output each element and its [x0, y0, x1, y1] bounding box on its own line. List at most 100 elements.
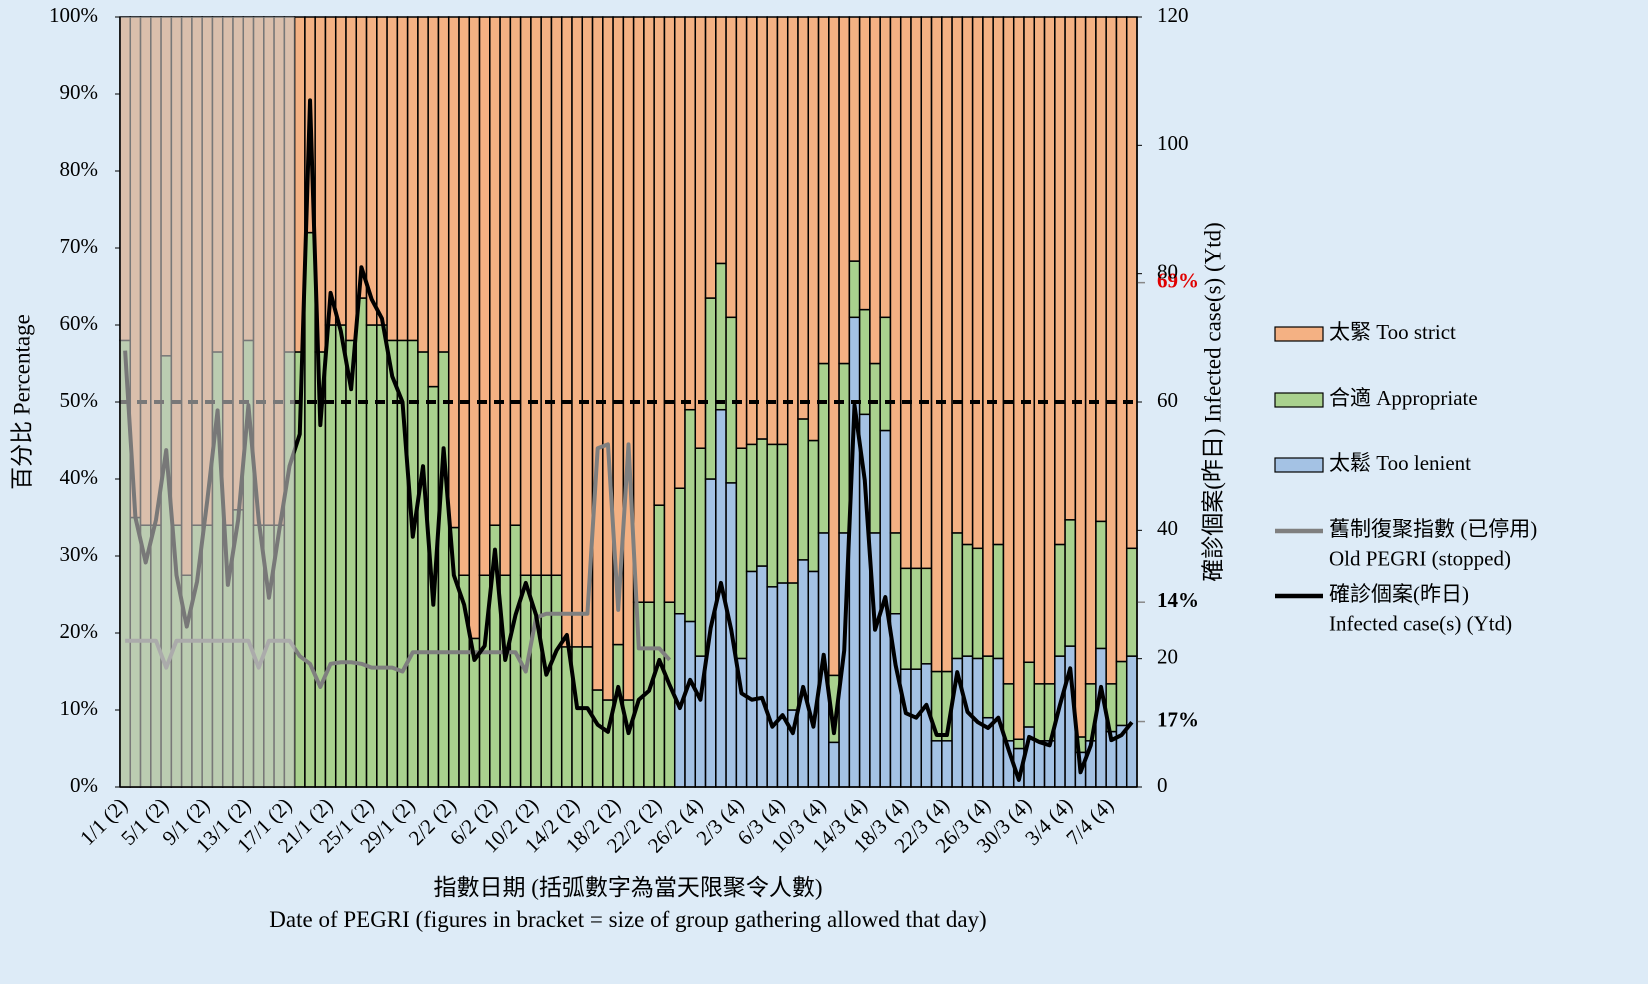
y-axis-title: 百分比 Percentage	[9, 314, 34, 490]
y-tick-label: 30%	[60, 542, 99, 566]
bar-segment	[386, 16, 399, 342]
bar-segment	[858, 16, 871, 311]
bar-segment	[889, 16, 902, 534]
y2-tick-label: 20	[1157, 644, 1178, 668]
bar-segment	[1105, 16, 1118, 685]
bar-segment	[550, 16, 563, 576]
legend-swatch	[1274, 457, 1324, 473]
bar-segment	[899, 16, 912, 570]
bar-segment	[396, 16, 409, 342]
bar-segment	[838, 362, 851, 534]
bar-segment	[889, 532, 902, 615]
bar-segment	[971, 547, 984, 660]
bar-segment	[828, 741, 840, 788]
bar-segment	[756, 438, 768, 567]
bar-segment	[437, 351, 450, 788]
bar-segment	[951, 16, 964, 534]
bar-segment	[509, 16, 522, 526]
bar-segment	[1012, 738, 1025, 750]
bar-segment	[1033, 16, 1046, 685]
bar-segment	[766, 16, 779, 446]
bar-segment	[910, 668, 923, 788]
bar-segment	[910, 16, 923, 570]
bar-segment	[673, 16, 686, 489]
bar-segment	[1054, 543, 1066, 657]
bar-segment	[807, 570, 820, 788]
bar-segment	[930, 740, 943, 788]
bar-segment	[1033, 740, 1046, 788]
bar-segment	[489, 16, 501, 526]
bar-segment	[334, 16, 347, 326]
bar-segment	[951, 532, 964, 660]
legend-swatch	[1274, 392, 1324, 408]
bar-segment	[1115, 660, 1128, 727]
bar-segment	[519, 574, 532, 788]
end-label: 69%	[1157, 268, 1199, 292]
bar-segment	[982, 16, 994, 657]
bar-segment	[797, 16, 810, 420]
bar-segment	[334, 324, 347, 788]
bar-segment	[776, 582, 789, 788]
bar-segment	[961, 543, 974, 657]
bar-segment	[1064, 16, 1077, 521]
y-tick-label: 20%	[60, 619, 99, 643]
y2-axis-title: 確診個案(昨日) Infected case(s) (Ytd)	[1200, 222, 1225, 582]
bar-segment	[643, 16, 655, 603]
bar-segment	[1043, 16, 1056, 685]
bar-segment	[550, 574, 563, 788]
bar-segment	[869, 362, 881, 534]
y-tick-label: 40%	[60, 465, 99, 489]
bar-segment	[899, 567, 912, 670]
bar-segment	[571, 646, 584, 788]
bar-segment	[386, 339, 399, 788]
bar-segment	[1084, 16, 1097, 685]
y-tick-label: 70%	[60, 234, 99, 258]
end-label: 17%	[1157, 707, 1199, 731]
bar-segment	[1002, 16, 1015, 685]
bar-segment	[930, 16, 943, 673]
y-tick-label: 60%	[60, 311, 99, 335]
bar-segment	[1125, 16, 1138, 550]
bar-segment	[869, 16, 881, 365]
bar-segment	[694, 447, 707, 657]
bar-segment	[622, 16, 635, 701]
bar-segment	[406, 339, 419, 788]
y2-tick-label: 120	[1157, 3, 1189, 27]
bar-segment	[756, 565, 768, 788]
bar-segment	[828, 16, 840, 677]
bar-segment	[468, 16, 481, 640]
x-axis-title: 指數日期 (括弧數字為當天限聚令人數) Date of PEGRI (figure…	[269, 875, 986, 932]
legend-label: 合適 Appropriate	[1329, 386, 1478, 410]
bar-segment	[848, 260, 861, 319]
bar-segment	[848, 316, 861, 788]
bar-segment	[376, 16, 388, 326]
bar-segment	[745, 570, 758, 788]
legend-swatch	[1274, 326, 1324, 342]
bar-segment	[499, 16, 512, 576]
y-tick-label: 10%	[60, 696, 99, 720]
bar-segment	[982, 655, 994, 719]
bar-segment	[560, 16, 573, 648]
bar-segment	[735, 16, 748, 449]
bar-segment	[807, 16, 820, 442]
bar-segment	[879, 316, 892, 432]
legend-label: 太鬆 Too lenient	[1329, 451, 1471, 475]
bar-segment	[653, 16, 666, 506]
bar-segment	[684, 620, 697, 788]
bar-segment	[807, 439, 820, 573]
y-tick-label: 100%	[49, 3, 98, 27]
bar-segment	[920, 16, 933, 570]
y2-tick-label: 80	[1157, 259, 1178, 283]
bar-segment	[406, 16, 419, 342]
bar-segment	[817, 362, 830, 534]
bar-segment	[684, 16, 697, 411]
bar-segment	[540, 16, 553, 576]
bar-segment	[458, 16, 471, 576]
bar-segment	[941, 740, 953, 788]
bar-segment	[971, 16, 984, 550]
bar-segment	[663, 16, 676, 603]
bar-segment	[324, 16, 337, 326]
bar-segment	[355, 16, 368, 299]
bar-segment	[519, 16, 532, 576]
bar-segment	[766, 586, 779, 788]
